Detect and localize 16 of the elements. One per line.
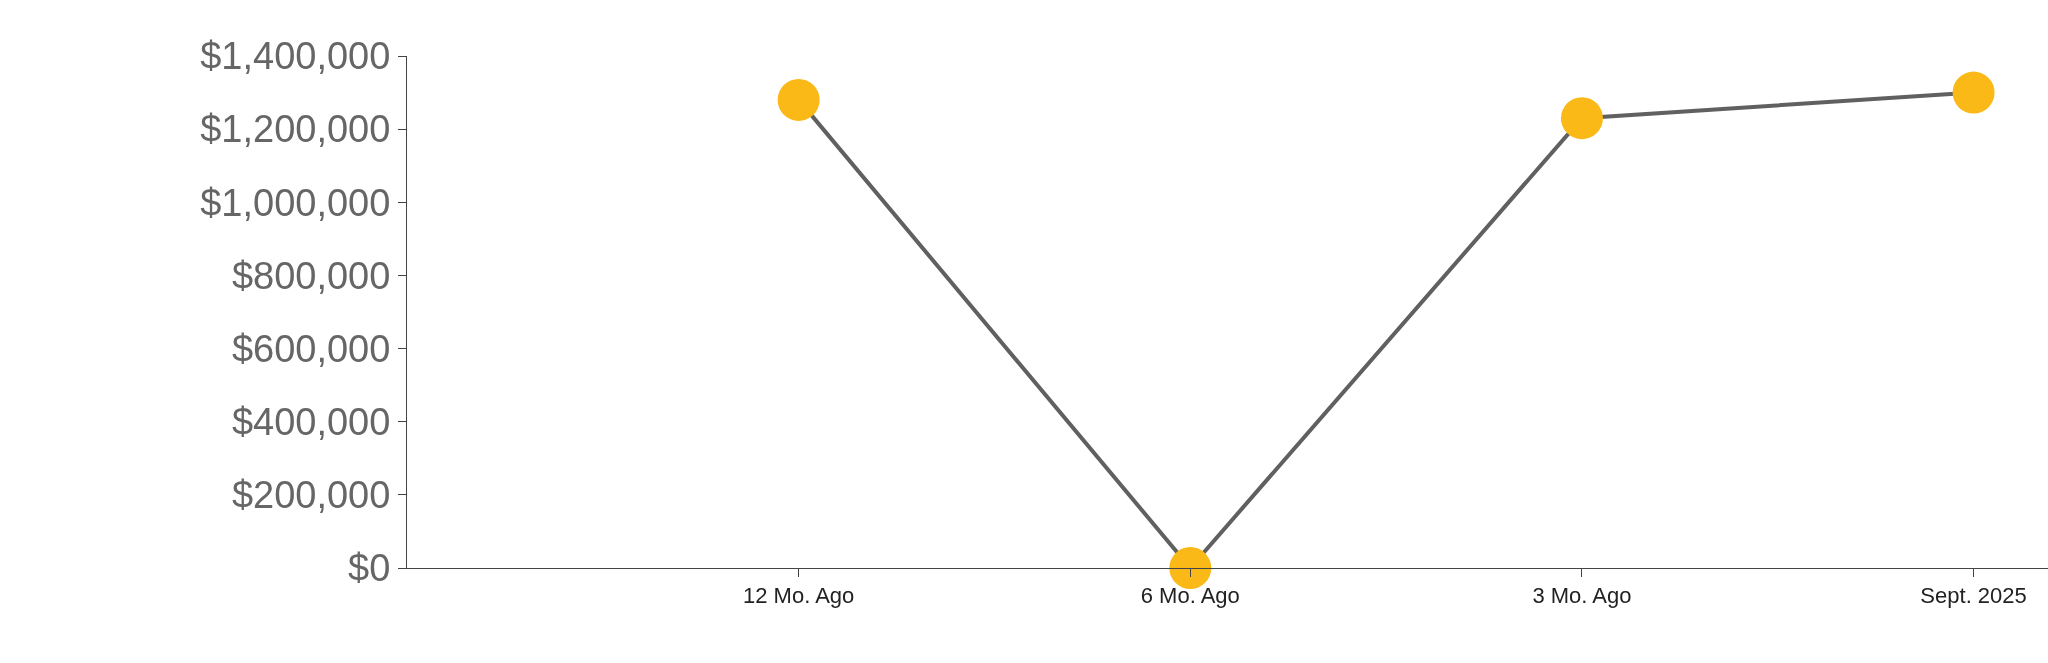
y-tick-label: $600,000 <box>231 327 391 370</box>
point <box>1560 97 1603 140</box>
y-tick-label: $400,000 <box>231 401 391 444</box>
y-tick-label: $1,000,000 <box>200 181 391 224</box>
x-tick-label: 6 Mo. Ago <box>1140 583 1240 609</box>
x-tick-label: 12 Mo. Ago <box>742 583 855 609</box>
x-tick-label: 3 Mo. Ago <box>1532 583 1632 609</box>
y-tick-label: $1,400,000 <box>200 35 391 78</box>
y-tick-label: $1,200,000 <box>200 108 391 151</box>
y-tick-label: $200,000 <box>231 474 391 517</box>
point <box>1952 71 1995 114</box>
x-tick-label: Sept. 2025 <box>1920 583 2027 609</box>
y-tick-label: $800,000 <box>231 254 391 297</box>
point <box>1169 547 1212 589</box>
y-tick-label: $0 <box>348 547 391 590</box>
point <box>777 78 820 121</box>
